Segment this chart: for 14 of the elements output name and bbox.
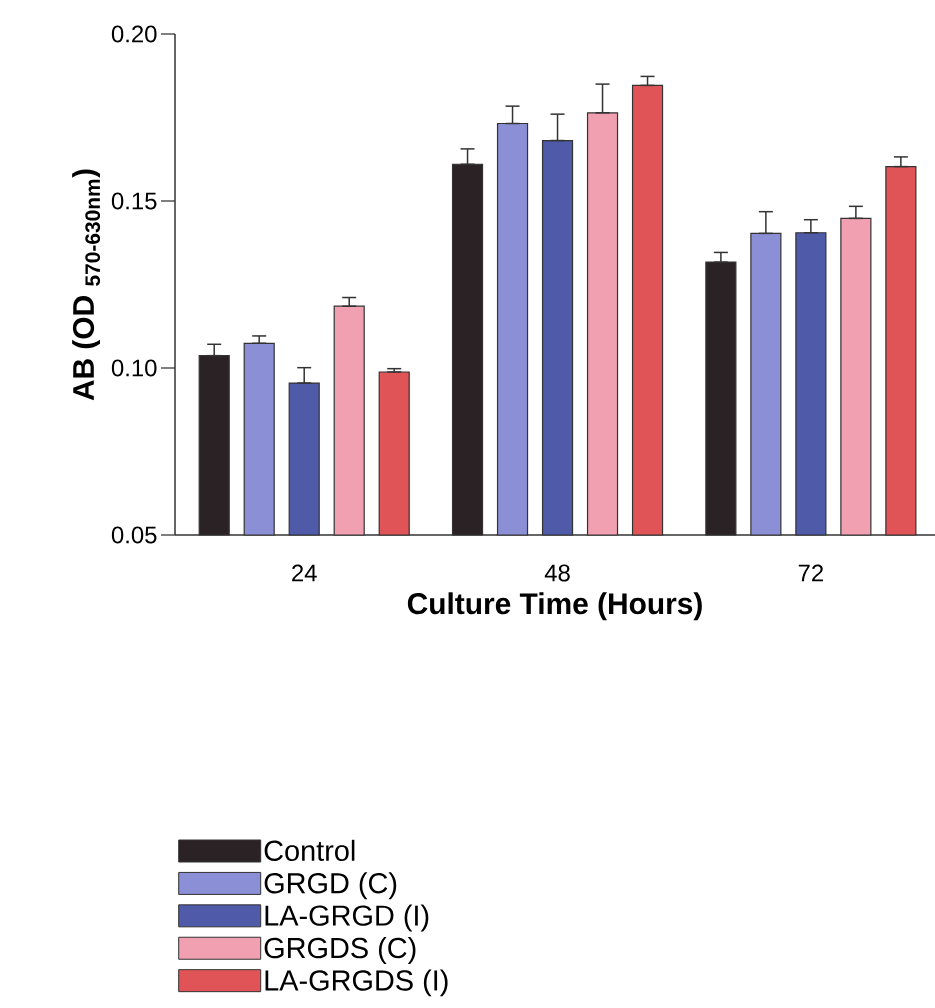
- x-axis-title: Culture Time (Hours): [407, 592, 702, 621]
- legend-label: LA-GRGDS (I): [265, 969, 448, 997]
- y-tick-label: 0.20: [111, 25, 157, 43]
- y-axis-title: AB (OD $_{570-630nm}$): [72, 169, 101, 401]
- x-tick-label: 24: [292, 564, 317, 582]
- legend-label: GRGDS (C): [264, 937, 416, 964]
- x-tick-label: 72: [798, 564, 823, 582]
- y-tick-label: 0.05: [111, 526, 157, 544]
- legend-label: Control: [264, 839, 355, 862]
- y-tick-label: 0.15: [111, 192, 157, 210]
- legend-label: LA-GRGD (I): [265, 904, 429, 932]
- y-tick-label: 0.10: [111, 359, 157, 377]
- legend-label: GRGD (C): [264, 872, 397, 900]
- x-tick-label: 48: [544, 564, 570, 582]
